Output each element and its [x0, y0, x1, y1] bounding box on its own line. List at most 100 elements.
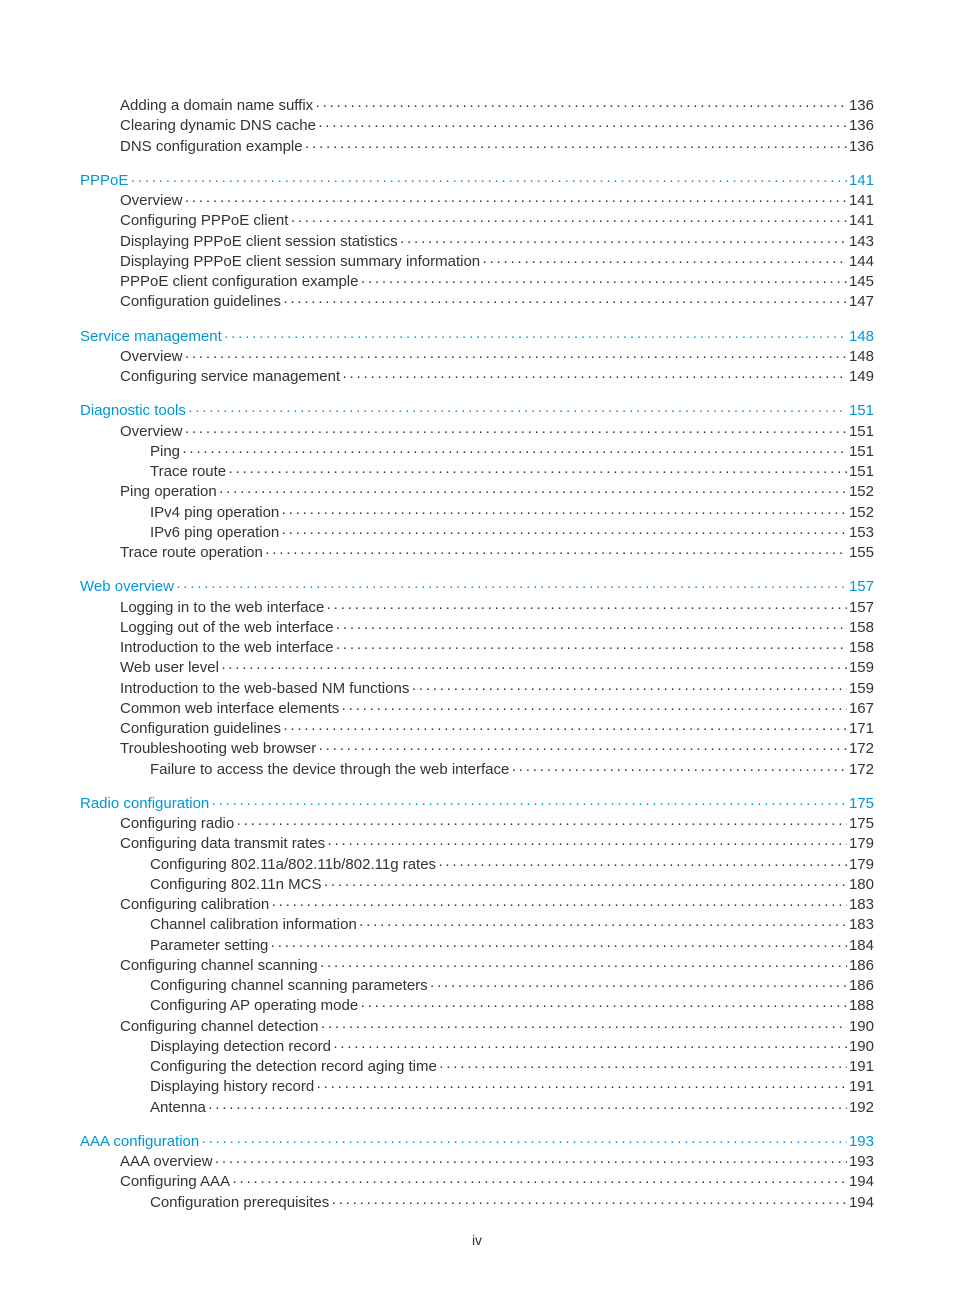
toc-entry-page: 141 — [849, 171, 874, 191]
toc-section-heading[interactable]: Web overview····························… — [80, 577, 874, 597]
toc-entry-label: Introduction to the web-based NM functio… — [120, 679, 409, 699]
toc-entry-label: Ping operation — [120, 482, 217, 502]
toc-leader: ········································… — [327, 834, 847, 854]
toc-entry: Logging in to the web interface·········… — [80, 598, 874, 618]
toc-leader: ········································… — [411, 679, 847, 699]
toc-entry-page: 157 — [849, 598, 874, 618]
toc-leader: ········································… — [430, 976, 847, 996]
toc-entry-page: 186 — [849, 976, 874, 996]
toc-entry-page: 159 — [849, 679, 874, 699]
toc-entry-page: 188 — [849, 996, 874, 1016]
toc-entry: IPv6 ping operation·····················… — [80, 523, 874, 543]
toc-leader: ········································… — [224, 327, 847, 347]
toc-section-heading[interactable]: AAA configuration·······················… — [80, 1132, 874, 1152]
toc-leader: ········································… — [176, 577, 847, 597]
toc-entry-label: IPv4 ping operation — [150, 503, 279, 523]
toc-entry-label: Configuration guidelines — [120, 292, 281, 312]
toc-entry-page: 184 — [849, 936, 874, 956]
toc-leader: ········································… — [215, 1152, 847, 1172]
toc-leader: ········································… — [324, 875, 847, 895]
toc-leader: ········································… — [482, 252, 847, 272]
toc-entry: Configuration guidelines················… — [80, 719, 874, 739]
toc-section: Diagnostic tools························… — [80, 401, 874, 563]
toc-entry-page: 144 — [849, 252, 874, 272]
toc-entry-page: 151 — [849, 401, 874, 421]
toc-leader: ········································… — [188, 401, 847, 421]
toc-entry-page: 194 — [849, 1193, 874, 1213]
toc-entry-label: Clearing dynamic DNS cache — [120, 116, 316, 136]
toc-leader: ········································… — [318, 116, 847, 136]
toc-entry-page: 179 — [849, 855, 874, 875]
toc-section: PPPoE ···································… — [80, 171, 874, 313]
toc-entry-page: 159 — [849, 658, 874, 678]
toc-entry-page: 151 — [849, 462, 874, 482]
toc-leader: ········································… — [208, 1098, 847, 1118]
toc-section: Radio configuration·····················… — [80, 794, 874, 1118]
toc-entry-page: 194 — [849, 1172, 874, 1192]
toc-entry-page: 157 — [849, 577, 874, 597]
toc-entry-page: 151 — [849, 422, 874, 442]
toc-entry-label: Configuring PPPoE client — [120, 211, 288, 231]
toc-leader: ········································… — [271, 895, 847, 915]
toc-entry: Displaying detection record·············… — [80, 1037, 874, 1057]
toc-entry-page: 191 — [849, 1077, 874, 1097]
toc-entry-page: 141 — [849, 211, 874, 231]
toc-leader: ········································… — [185, 191, 847, 211]
toc-entry: Configuring AP operating mode···········… — [80, 996, 874, 1016]
toc-leader: ········································… — [228, 462, 847, 482]
toc-leader: ········································… — [342, 367, 847, 387]
toc-entry-page: 190 — [849, 1017, 874, 1037]
toc-entry-page: 143 — [849, 232, 874, 252]
toc-entry: Parameter setting·······················… — [80, 936, 874, 956]
toc-entry-label: Diagnostic tools — [80, 401, 186, 421]
toc-entry-page: 191 — [849, 1057, 874, 1077]
toc-section-heading[interactable]: Radio configuration·····················… — [80, 794, 874, 814]
toc-entry-label: Overview — [120, 191, 183, 211]
toc-section-heading[interactable]: Service management······················… — [80, 327, 874, 347]
toc-section-heading[interactable]: Diagnostic tools························… — [80, 401, 874, 421]
toc-entry: Troubleshooting web browser·············… — [80, 739, 874, 759]
toc-leader: ········································… — [320, 956, 847, 976]
toc-entry: Configuring service management··········… — [80, 367, 874, 387]
toc-entry-page: 151 — [849, 442, 874, 462]
toc-entry-label: Antenna — [150, 1098, 206, 1118]
toc-leader: ········································… — [185, 422, 847, 442]
toc-entry-page: 148 — [849, 347, 874, 367]
toc-section: Service management······················… — [80, 327, 874, 388]
toc-entry-page: 136 — [849, 137, 874, 157]
toc-leader: ········································… — [182, 442, 847, 462]
toc-entry: Introduction to the web interface·······… — [80, 638, 874, 658]
toc-leader: ········································… — [219, 482, 847, 502]
toc-entry: Configuration guidelines················… — [80, 292, 874, 312]
toc-entry-label: Logging out of the web interface — [120, 618, 334, 638]
toc-entry-label: Service management — [80, 327, 222, 347]
toc-leader: ········································… — [265, 543, 847, 563]
toc-entry: Configuring channel detection···········… — [80, 1017, 874, 1037]
toc-leader: ········································… — [281, 503, 847, 523]
toc-leader: ········································… — [326, 598, 847, 618]
page: Adding a domain name suffix·············… — [0, 0, 954, 1296]
toc-entry-label: Configuring AP operating mode — [150, 996, 358, 1016]
toc-entry-page: 152 — [849, 503, 874, 523]
toc-leader: ········································… — [315, 96, 847, 116]
toc-section-heading[interactable]: PPPoE···································… — [80, 171, 874, 191]
toc-entry: Failure to access the device through the… — [80, 760, 874, 780]
toc-entry: Overview································… — [80, 422, 874, 442]
toc-section: Adding a domain name suffix·············… — [80, 96, 874, 157]
toc-leader: ········································… — [320, 1017, 846, 1037]
toc-leader: ········································… — [281, 523, 847, 543]
toc-leader: ········································… — [316, 1077, 847, 1097]
toc-entry-label: PPPoE — [80, 171, 128, 191]
toc-entry-page: 175 — [849, 794, 874, 814]
toc-entry: IPv4 ping operation·····················… — [80, 503, 874, 523]
toc-leader: ········································… — [439, 1057, 847, 1077]
toc-leader: ········································… — [305, 137, 847, 157]
toc-entry: AAA overview····························… — [80, 1152, 874, 1172]
toc-entry: Introduction to the web-based NM functio… — [80, 679, 874, 699]
toc-entry-label: Configuring 802.11n MCS — [150, 875, 322, 895]
toc-entry: Configuring AAA·························… — [80, 1172, 874, 1192]
table-of-contents: Adding a domain name suffix·············… — [80, 96, 874, 1213]
toc-entry-page: 141 — [849, 191, 874, 211]
toc-entry-label: Web user level — [120, 658, 219, 678]
toc-entry: Configuring data transmit rates·········… — [80, 834, 874, 854]
